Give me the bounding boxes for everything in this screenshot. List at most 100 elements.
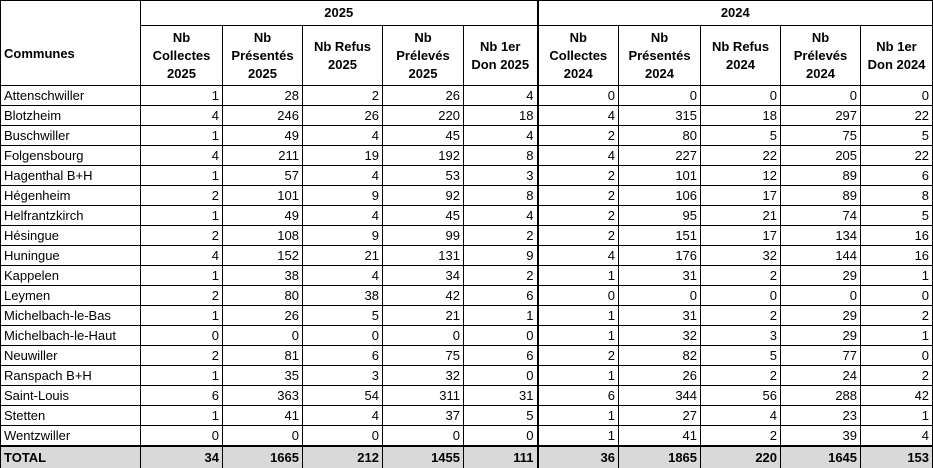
cell-value: 8 xyxy=(462,185,539,206)
cell-value: 131 xyxy=(382,245,464,266)
cell-value: 4 xyxy=(462,85,539,106)
cell-value: 111 xyxy=(462,445,539,468)
cell-value: 1 xyxy=(536,405,620,426)
cell-value: 211 xyxy=(222,145,303,166)
cell-value: 3 xyxy=(700,325,782,346)
cell-value: 45 xyxy=(382,205,464,226)
cell-value: 220 xyxy=(382,105,464,126)
cell-value: 31 xyxy=(618,265,702,286)
cell-value: 26 xyxy=(302,105,383,126)
cell-value: 21 xyxy=(700,205,782,226)
cell-value: 4 xyxy=(462,125,539,146)
cell-value: 37 xyxy=(382,405,464,426)
commune-name: Attenschwiller xyxy=(0,85,141,106)
cell-value: 4 xyxy=(700,405,782,426)
cell-value: 31 xyxy=(462,385,539,406)
cell-value: 6 xyxy=(536,385,620,406)
cell-value: 0 xyxy=(860,285,933,306)
cell-value: 134 xyxy=(780,225,862,246)
cell-value: 0 xyxy=(860,85,933,106)
cell-value: 0 xyxy=(618,285,702,306)
commune-name: Leymen xyxy=(0,285,141,306)
table-row: Stetten 1 41 4 37 5 1 27 4 23 1 xyxy=(0,405,933,426)
cell-value: 0 xyxy=(462,325,539,346)
table-row: Helfrantzkirch 1 49 4 45 4 2 95 21 74 5 xyxy=(0,205,933,226)
cell-value: 0 xyxy=(536,85,620,106)
cell-value: 2 xyxy=(536,125,620,146)
cell-value: 1645 xyxy=(780,445,862,468)
cell-value: 1665 xyxy=(222,445,303,468)
cell-value: 56 xyxy=(700,385,782,406)
commune-name: Saint-Louis xyxy=(0,385,141,406)
cell-value: 0 xyxy=(140,325,223,346)
cell-value: 192 xyxy=(382,145,464,166)
column-header: Nb Prélevés 2024 xyxy=(780,25,862,86)
table-row: Hésingue 2 108 9 99 2 2 151 17 134 16 xyxy=(0,225,933,246)
commune-name: Neuwiller xyxy=(0,345,141,366)
cell-value: 2 xyxy=(860,305,933,326)
cell-value: 144 xyxy=(780,245,862,266)
cell-value: 12 xyxy=(700,165,782,186)
cell-value: 2 xyxy=(536,165,620,186)
cell-value: 38 xyxy=(222,265,303,286)
cell-value: 23 xyxy=(780,405,862,426)
cell-value: 18 xyxy=(700,105,782,126)
cell-value: 82 xyxy=(618,345,702,366)
cell-value: 1 xyxy=(140,165,223,186)
cell-value: 151 xyxy=(618,225,702,246)
table-row: Michelbach-le-Haut 0 0 0 0 0 1 32 3 29 1 xyxy=(0,325,933,346)
cell-value: 0 xyxy=(780,285,862,306)
cell-value: 2 xyxy=(302,85,383,106)
cell-value: 4 xyxy=(140,105,223,126)
cell-value: 28 xyxy=(222,85,303,106)
cell-value: 81 xyxy=(222,345,303,366)
column-header: Nb Collectes 2025 xyxy=(140,25,223,86)
cell-value: 0 xyxy=(536,285,620,306)
cell-value: 27 xyxy=(618,405,702,426)
cell-value: 108 xyxy=(222,225,303,246)
cell-value: 2 xyxy=(140,345,223,366)
column-header: Nb Refus 2025 xyxy=(302,25,383,86)
cell-value: 89 xyxy=(780,185,862,206)
commune-name: Folgensbourg xyxy=(0,145,141,166)
cell-value: 0 xyxy=(382,425,464,447)
cell-value: 41 xyxy=(618,425,702,447)
cell-value: 2 xyxy=(536,345,620,366)
table-row: Leymen 2 80 38 42 6 0 0 0 0 0 xyxy=(0,285,933,306)
commune-name: Buschwiller xyxy=(0,125,141,146)
cell-value: 2 xyxy=(140,185,223,206)
year-header: 2024 xyxy=(536,0,933,26)
table-row: Hégenheim 2 101 9 92 8 2 106 17 89 8 xyxy=(0,185,933,206)
cell-value: 1 xyxy=(140,125,223,146)
cell-value: 2 xyxy=(860,365,933,386)
column-header: Nb Refus 2024 xyxy=(700,25,782,86)
cell-value: 26 xyxy=(382,85,464,106)
cell-value: 1 xyxy=(860,325,933,346)
cell-value: 2 xyxy=(700,305,782,326)
cell-value: 1 xyxy=(536,305,620,326)
cell-value: 0 xyxy=(222,425,303,447)
cell-value: 54 xyxy=(302,385,383,406)
cell-value: 26 xyxy=(618,365,702,386)
cell-value: 32 xyxy=(382,365,464,386)
cell-value: 5 xyxy=(860,205,933,226)
table-row: Ranspach B+H 1 35 3 32 0 1 26 2 24 2 xyxy=(0,365,933,386)
cell-value: 2 xyxy=(140,225,223,246)
cell-value: 77 xyxy=(780,345,862,366)
cell-value: 16 xyxy=(860,225,933,246)
cell-value: 106 xyxy=(618,185,702,206)
cell-value: 9 xyxy=(302,225,383,246)
cell-value: 1 xyxy=(140,405,223,426)
table-row: Attenschwiller 1 28 2 26 4 0 0 0 0 0 xyxy=(0,85,933,106)
cell-value: 2 xyxy=(536,185,620,206)
cell-value: 89 xyxy=(780,165,862,186)
year-row: Communes 2025 2024 xyxy=(0,0,933,86)
commune-name: Wentzwiller xyxy=(0,425,141,447)
cell-value: 1865 xyxy=(618,445,702,468)
cell-value: 35 xyxy=(222,365,303,386)
column-header-row: Nb Collectes 2025 Nb Présentés 2025 Nb Ref… xyxy=(1,25,933,86)
cell-value: 5 xyxy=(700,125,782,146)
cell-value: 1 xyxy=(536,365,620,386)
